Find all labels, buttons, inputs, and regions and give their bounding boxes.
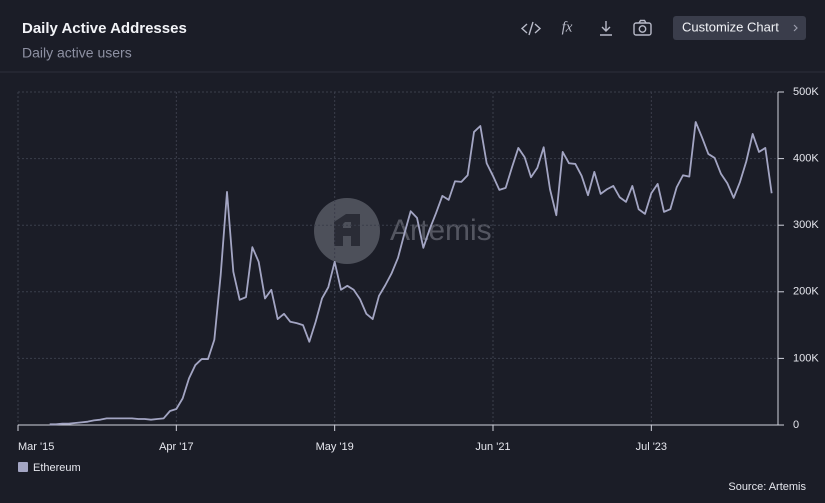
x-tick-label: Jun '21 (475, 441, 510, 453)
series-line (49, 121, 773, 426)
plot-area: 0 100K 200K 300K 400K 500K Mar '15 Apr '17 May '… (17, 86, 819, 453)
watermark: Artemis (314, 198, 492, 264)
screenshot-icon[interactable] (633, 19, 652, 36)
source-note: Source: Artemis (728, 481, 806, 493)
legend-label[interactable]: Ethereum (33, 462, 81, 474)
formula-icon[interactable]: fx (562, 19, 573, 35)
button-chevron (793, 24, 798, 32)
embed-icon[interactable] (520, 21, 542, 36)
x-tick-label: Apr '17 (159, 441, 194, 453)
download-icon[interactable] (600, 21, 612, 36)
x-tick-label: May '19 (316, 441, 354, 453)
chart-subtitle: Daily active users (22, 45, 132, 61)
y-tick-label: 0 (793, 419, 799, 431)
y-tick-label: 200K (793, 286, 819, 298)
customize-button[interactable] (673, 16, 806, 40)
y-tick-label: 300K (793, 219, 819, 231)
legend-swatch[interactable] (18, 462, 28, 472)
customize-button-label[interactable]: Customize Chart (682, 19, 779, 34)
y-tick-label: 500K (793, 86, 819, 98)
chart-title: Daily Active Addresses (22, 20, 187, 37)
y-tick-label: 400K (793, 153, 819, 165)
x-tick-label: Mar '15 (18, 441, 54, 453)
watermark-text: Artemis (390, 214, 492, 247)
y-tick-label: 100K (793, 352, 819, 364)
watermark-logo-mark (334, 214, 360, 246)
x-tick-label: Jul '23 (636, 441, 667, 453)
